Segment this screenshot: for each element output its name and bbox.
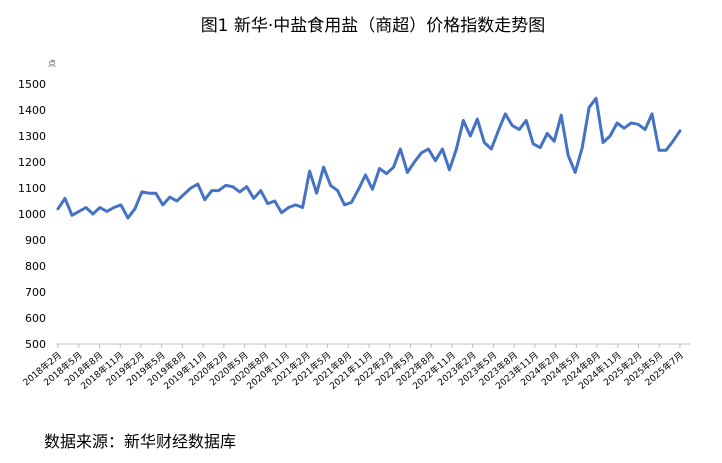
source-note: 数据来源：新华财经数据库: [44, 432, 236, 451]
y-tick-label: 1100: [18, 182, 46, 195]
y-tick-label: 1400: [18, 104, 46, 117]
y-axis-unit: 点: [48, 59, 56, 68]
y-tick-label: 1000: [18, 208, 46, 221]
y-tick-label: 1300: [18, 130, 46, 143]
y-tick-label: 1200: [18, 156, 46, 169]
x-axis: 2018年2月2018年5月2018年8月2018年11月2019年2月2019…: [20, 344, 686, 392]
y-tick-label: 700: [25, 286, 46, 299]
y-tick-label: 800: [25, 260, 46, 273]
series-line: [56, 96, 682, 220]
y-tick-label: 900: [25, 234, 46, 247]
y-tick-label: 500: [25, 338, 46, 351]
y-tick-label: 600: [25, 312, 46, 325]
chart-title: 图1 新华·中盐食用盐（商超）价格指数走势图: [201, 16, 546, 36]
y-axis: 500 600 700 800 900 1000 1100 1200 1300 1400 1500: [18, 78, 46, 351]
y-tick-label: 1500: [18, 78, 46, 91]
